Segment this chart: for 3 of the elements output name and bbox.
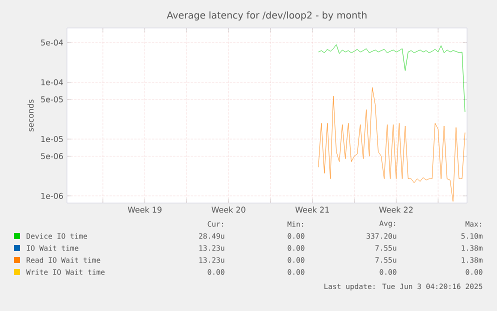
line-series bbox=[318, 44, 466, 112]
chart-title: Average latency for /dev/loop2 - by month bbox=[166, 11, 366, 21]
line-series bbox=[318, 87, 466, 202]
